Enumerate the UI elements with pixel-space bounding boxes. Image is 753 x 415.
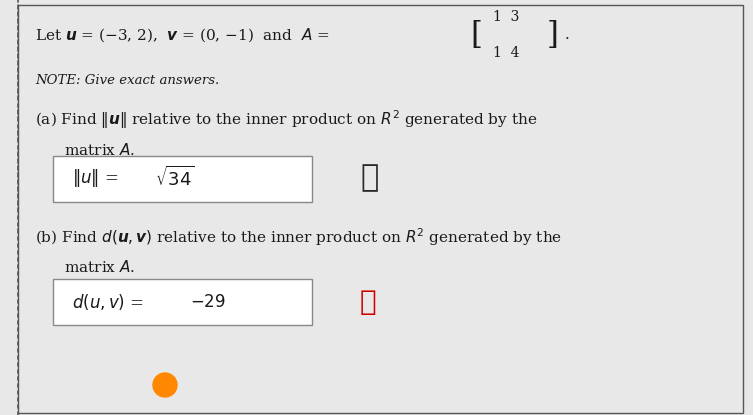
Text: [: [ (470, 20, 482, 51)
Text: ✓: ✓ (360, 163, 378, 193)
Text: $-29$: $-29$ (190, 293, 226, 310)
Text: ✗: ✗ (360, 288, 376, 315)
Text: $\| u \|$ =: $\| u \|$ = (72, 167, 118, 189)
Text: (b) Find $d(\boldsymbol{u}, \boldsymbol{v})$ relative to the inner product on $R: (b) Find $d(\boldsymbol{u}, \boldsymbol{… (35, 226, 562, 248)
Text: ]: ] (547, 20, 559, 51)
Text: .: . (565, 28, 570, 42)
Text: (a) Find $\|\boldsymbol{u}\|$ relative to the inner product on $R^2$ generated b: (a) Find $\|\boldsymbol{u}\|$ relative t… (35, 109, 538, 132)
Text: 1  3: 1 3 (493, 10, 520, 24)
Text: $\sqrt{34}$: $\sqrt{34}$ (155, 166, 195, 190)
Text: NOTE: Give exact answers.: NOTE: Give exact answers. (35, 73, 219, 86)
Text: matrix $A$.: matrix $A$. (35, 142, 136, 158)
FancyBboxPatch shape (53, 156, 312, 202)
Text: 1  4: 1 4 (493, 46, 520, 60)
FancyBboxPatch shape (53, 279, 312, 325)
Circle shape (153, 373, 177, 397)
Text: $d(u, v)$ =: $d(u, v)$ = (72, 292, 144, 312)
Text: matrix $A$.: matrix $A$. (35, 259, 136, 275)
Text: Let $\boldsymbol{u}$ = (−3, 2),  $\boldsymbol{v}$ = (0, −1)  and  $A$ =: Let $\boldsymbol{u}$ = (−3, 2), $\boldsy… (35, 26, 330, 44)
